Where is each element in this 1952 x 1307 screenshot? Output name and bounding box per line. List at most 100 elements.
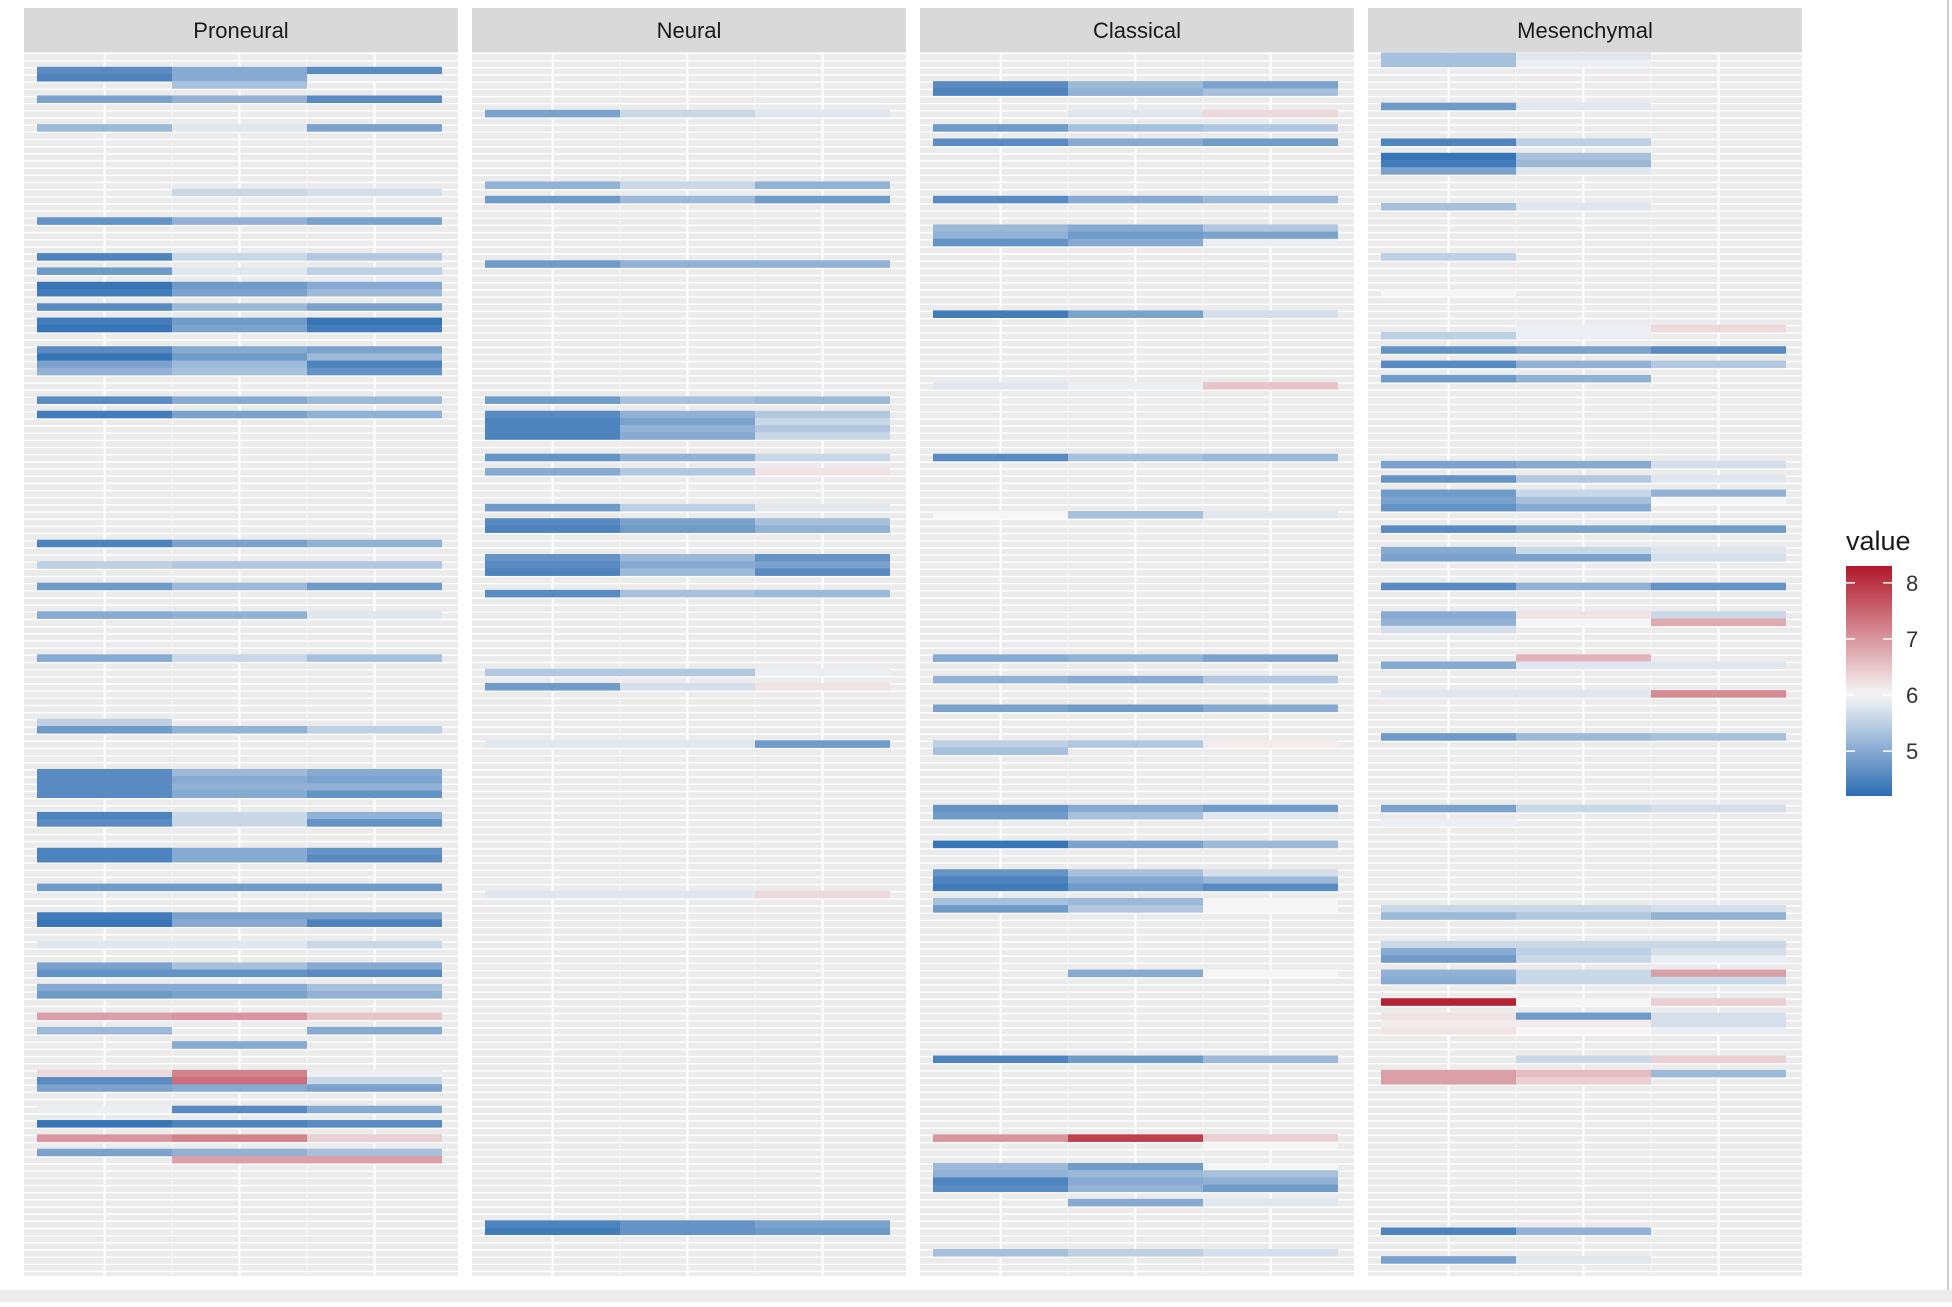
heatmap-tile [620, 1227, 755, 1236]
heatmap-tile [620, 668, 755, 677]
heatmap-tile [485, 417, 620, 426]
heatmap-tile [307, 353, 442, 361]
heatmap-tile [620, 589, 755, 598]
heatmap-tile [37, 582, 172, 591]
heatmap-tile [1381, 1256, 1516, 1264]
heatmap-tile [1651, 525, 1786, 533]
heatmap-tile [37, 811, 172, 820]
heatmap-tile [485, 890, 620, 899]
heatmap-tile [933, 1163, 1068, 1171]
heatmap-tile [485, 554, 620, 562]
heatmap-tile [172, 912, 307, 920]
heatmap-tile [37, 1069, 172, 1078]
heatmap-tile [307, 367, 442, 376]
heatmap-tile [933, 811, 1068, 820]
heatmap-tile [1203, 804, 1338, 813]
heatmap-tile [933, 804, 1068, 813]
heatmap-tile [1381, 159, 1516, 168]
heatmap-tile [307, 410, 442, 419]
facet-strip-label: Proneural [193, 18, 288, 43]
heatmap-tile [1381, 525, 1516, 533]
heatmap-tile [1516, 546, 1651, 555]
heatmap-tile [1068, 969, 1203, 978]
heatmap-tile [1203, 231, 1338, 240]
heatmap-tile [1068, 109, 1203, 118]
heatmap-tile [172, 73, 307, 82]
heatmap-tile [1516, 346, 1651, 354]
heatmap-tile [1381, 611, 1516, 619]
heatmap-tile [1068, 654, 1203, 662]
heatmap-tile [933, 310, 1068, 318]
heatmap-tile [172, 1012, 307, 1021]
heatmap-tile [37, 360, 172, 369]
heatmap-tile [172, 281, 307, 290]
heatmap-tile [307, 919, 442, 927]
heatmap-tile [1651, 912, 1786, 920]
heatmap-tile [755, 195, 890, 204]
heatmap-tile [1651, 324, 1786, 333]
heatmap-tile [1516, 611, 1651, 619]
heatmap-tile [307, 940, 442, 949]
heatmap-tile [307, 854, 442, 863]
heatmap-tile [1381, 804, 1516, 813]
heatmap-tile [1068, 1198, 1203, 1207]
heatmap-tile [620, 410, 755, 419]
heatmap-tile [172, 1134, 307, 1142]
heatmap-tile [37, 790, 172, 799]
heatmap-tile [1203, 1184, 1338, 1193]
heatmap-tile [37, 962, 172, 970]
heatmap-tile [1203, 109, 1338, 118]
heatmap-tile [1203, 310, 1338, 318]
heatmap-tile [37, 410, 172, 419]
heatmap-tile [620, 561, 755, 569]
heatmap-tile [172, 253, 307, 261]
heatmap-tile [37, 940, 172, 949]
heatmap-tile [307, 188, 442, 197]
heatmap-tile [620, 260, 755, 268]
heatmap-tile [933, 654, 1068, 662]
heatmap-tile [1068, 511, 1203, 519]
heatmap-tile [1516, 460, 1651, 469]
heatmap-tile [485, 109, 620, 118]
heatmap-tile [1381, 1026, 1516, 1035]
heatmap-tile [172, 783, 307, 791]
heatmap-tile [37, 1012, 172, 1021]
heatmap-tile [307, 819, 442, 827]
heatmap-tile [1381, 905, 1516, 913]
heatmap-tile [485, 682, 620, 691]
heatmap-tile [1381, 288, 1516, 297]
heatmap-tile [1068, 124, 1203, 132]
heatmap-tile [37, 611, 172, 619]
heatmap-tile [37, 217, 172, 225]
heatmap-tile [172, 854, 307, 863]
heatmap-tile [172, 1084, 307, 1092]
heatmap-tile [307, 776, 442, 784]
heatmap-tile [1203, 869, 1338, 877]
heatmap-tile [755, 561, 890, 569]
heatmap-tile [620, 568, 755, 576]
heatmap-tile [1203, 897, 1338, 906]
heatmap-tile [1203, 811, 1338, 820]
facet-strip [920, 8, 1354, 52]
heatmap-tile [1516, 976, 1651, 985]
heatmap-tile [1203, 1249, 1338, 1257]
heatmap-tile [172, 95, 307, 104]
heatmap-tile [1203, 704, 1338, 713]
heatmap-tile [620, 682, 755, 691]
heatmap-tile [933, 1249, 1068, 1257]
heatmap-tile [1381, 346, 1516, 354]
legend-tick-label: 5 [1906, 739, 1918, 764]
heatmap-tile [37, 768, 172, 777]
heatmap-tile [755, 410, 890, 419]
heatmap-tile [307, 811, 442, 820]
heatmap-tile [933, 905, 1068, 913]
heatmap-tile [1381, 1019, 1516, 1028]
heatmap-tile [1651, 1012, 1786, 1021]
heatmap-tile [307, 95, 442, 104]
heatmap-tile [1068, 675, 1203, 684]
heatmap-tile [1381, 489, 1516, 498]
heatmap-tile [172, 969, 307, 978]
heatmap-tile [933, 224, 1068, 233]
heatmap-tile [1381, 460, 1516, 469]
heatmap-tile [485, 518, 620, 526]
